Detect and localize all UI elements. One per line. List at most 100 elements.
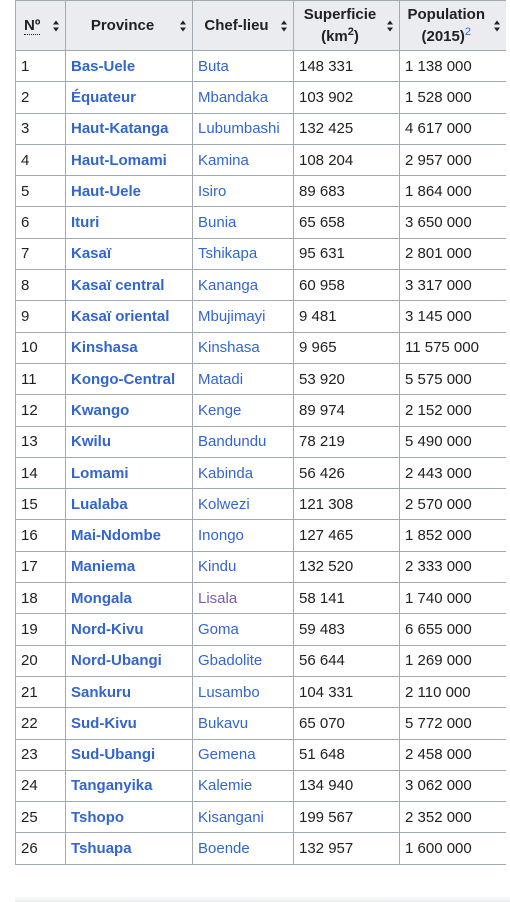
province-link[interactable]: Kasaï <box>71 245 112 263</box>
province-link[interactable]: Haut-Katanga <box>71 120 169 138</box>
province-link[interactable]: Tanganyika <box>71 777 153 795</box>
population-reference-link[interactable]: 2 <box>464 25 471 38</box>
province-link[interactable]: Tshuapa <box>71 840 132 858</box>
superficie-unit-exponent: 2 <box>347 25 354 38</box>
cell-superficie: 51 648 <box>293 738 400 771</box>
province-link[interactable]: Haut-Uele <box>71 182 142 200</box>
cell-no: 21 <box>15 675 66 709</box>
cell-no: 20 <box>15 644 66 677</box>
cell-chef-lieu: Lisala <box>192 582 294 615</box>
cell-chef-lieu: Kabinda <box>192 456 294 490</box>
chef-lieu-link[interactable]: Goma <box>198 620 239 638</box>
chef-lieu-link[interactable]: Kolwezi <box>198 495 250 513</box>
table-row: 9 Kasaï oriental Mbujimayi 9 481 3 145 000 <box>15 300 506 333</box>
province-link[interactable]: Nord-Ubangi <box>71 652 162 670</box>
cell-chef-lieu: Mbujimayi <box>192 300 294 333</box>
cell-province: Nord-Kivu <box>65 613 193 646</box>
cell-population: 2 352 000 <box>399 801 506 834</box>
sort-arrows-icon[interactable] <box>180 20 187 31</box>
province-link[interactable]: Kasaï oriental <box>71 308 170 326</box>
sort-arrows-icon[interactable] <box>493 20 501 31</box>
province-link[interactable]: Kinshasa <box>71 339 138 357</box>
chef-lieu-link[interactable]: Buta <box>198 57 229 75</box>
cell-population: 3 317 000 <box>399 269 506 302</box>
chef-lieu-link[interactable]: Kabinda <box>198 464 254 482</box>
province-link[interactable]: Haut-Lomami <box>71 151 167 169</box>
cell-no: 5 <box>15 175 66 208</box>
chef-lieu-link[interactable]: Boende <box>198 840 250 858</box>
column-header-chef-lieu[interactable]: Chef-lieu <box>192 0 294 51</box>
sort-arrows-icon[interactable] <box>387 20 394 31</box>
chef-lieu-link[interactable]: Isiro <box>198 182 227 200</box>
province-link[interactable]: Tshopo <box>71 808 125 826</box>
chef-lieu-link[interactable]: Lusambo <box>198 683 260 701</box>
cell-no: 1 <box>15 49 66 83</box>
chef-lieu-link[interactable]: Gbadolite <box>198 652 263 670</box>
province-link[interactable]: Maniema <box>71 558 136 576</box>
table-row: 26 Tshuapa Boende 132 957 1 600 000 <box>15 832 506 865</box>
cell-chef-lieu: Kindu <box>192 550 294 584</box>
column-header-population[interactable]: Population (2015)2 <box>399 0 506 51</box>
chef-lieu-link[interactable]: Tshikapa <box>198 245 258 263</box>
province-link[interactable]: Nord-Kivu <box>71 620 144 638</box>
table-row: 19 Nord-Kivu Goma 59 483 6 655 000 <box>15 613 506 646</box>
column-header-no[interactable]: Nº <box>15 0 66 51</box>
cell-chef-lieu: Inongo <box>192 519 294 552</box>
province-link[interactable]: Kwango <box>71 401 130 419</box>
cell-province: Kasaï oriental <box>65 300 193 333</box>
cell-population: 2 801 000 <box>399 237 506 271</box>
cell-province: Kwilu <box>65 425 193 458</box>
cell-no: 17 <box>15 550 66 584</box>
province-link[interactable]: Ituri <box>71 214 100 232</box>
cell-no: 16 <box>15 519 66 552</box>
chef-lieu-link[interactable]: Kenge <box>198 401 242 419</box>
cell-chef-lieu: Kisangani <box>192 801 294 834</box>
cell-province: Ituri <box>65 206 193 239</box>
table-row: 23 Sud-Ubangi Gemena 51 648 2 458 000 <box>15 738 506 771</box>
column-header-superficie[interactable]: Superficie (km2) <box>293 0 400 51</box>
chef-lieu-link[interactable]: Mbujimayi <box>198 308 266 326</box>
cell-chef-lieu: Bukavu <box>192 707 294 740</box>
cell-no: 26 <box>15 832 66 865</box>
province-link[interactable]: Sud-Ubangi <box>71 746 156 764</box>
province-link[interactable]: Kasaï central <box>71 276 165 294</box>
province-link[interactable]: Sankuru <box>71 683 132 701</box>
province-link[interactable]: Mongala <box>71 589 132 607</box>
province-link[interactable]: Bas-Uele <box>71 57 136 75</box>
chef-lieu-link[interactable]: Kisangani <box>198 808 264 826</box>
chef-lieu-link[interactable]: Kindu <box>198 558 237 576</box>
column-header-province[interactable]: Province <box>65 0 193 51</box>
cell-superficie: 103 902 <box>293 81 400 114</box>
cell-chef-lieu: Kananga <box>192 269 294 302</box>
province-link[interactable]: Kwilu <box>71 433 111 451</box>
chef-lieu-link[interactable]: Lubumbashi <box>198 120 280 138</box>
table-row: 1 Bas-Uele Buta 148 331 1 138 000 <box>15 49 506 83</box>
chef-lieu-link[interactable]: Gemena <box>198 746 256 764</box>
cell-population: 1 528 000 <box>399 81 506 114</box>
chef-lieu-link[interactable]: Bandundu <box>198 433 267 451</box>
province-link[interactable]: Kongo-Central <box>71 370 176 388</box>
province-link[interactable]: Lomami <box>71 464 129 482</box>
chef-lieu-link[interactable]: Mbandaka <box>198 88 269 106</box>
table-row: 12 Kwango Kenge 89 974 2 152 000 <box>15 394 506 427</box>
province-link[interactable]: Lualaba <box>71 495 128 513</box>
chef-lieu-link[interactable]: Matadi <box>198 370 244 388</box>
chef-lieu-link[interactable]: Kinshasa <box>198 339 260 357</box>
cell-no: 15 <box>15 488 66 521</box>
cell-chef-lieu: Gemena <box>192 738 294 771</box>
province-link[interactable]: Mai-Ndombe <box>71 527 161 545</box>
chef-lieu-link[interactable]: Bukavu <box>198 714 249 732</box>
table-row: 18 Mongala Lisala 58 141 1 740 000 <box>15 582 506 615</box>
chef-lieu-link[interactable]: Inongo <box>198 527 244 545</box>
cell-superficie: 104 331 <box>293 675 400 709</box>
cell-chef-lieu: Kinshasa <box>192 331 294 364</box>
chef-lieu-link[interactable]: Bunia <box>198 214 237 232</box>
sort-arrows-icon[interactable] <box>281 20 288 31</box>
province-link[interactable]: Équateur <box>71 88 137 106</box>
chef-lieu-link[interactable]: Kananga <box>198 276 259 294</box>
chef-lieu-link[interactable]: Kalemie <box>198 777 253 795</box>
chef-lieu-link[interactable]: Lisala <box>198 589 238 607</box>
sort-arrows-icon[interactable] <box>53 20 60 31</box>
province-link[interactable]: Sud-Kivu <box>71 714 137 732</box>
chef-lieu-link[interactable]: Kamina <box>198 151 249 169</box>
